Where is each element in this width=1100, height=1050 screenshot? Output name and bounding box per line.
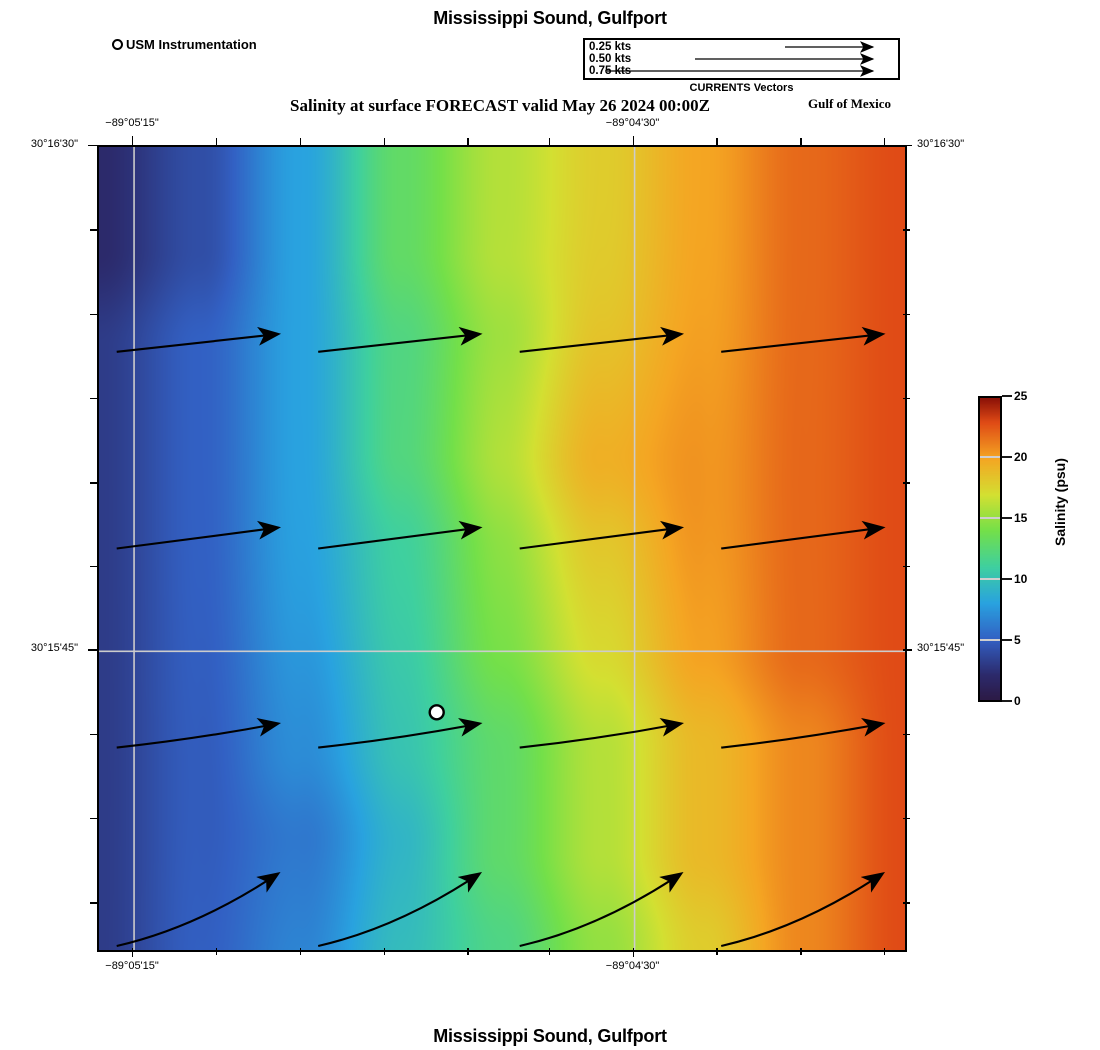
axis-tick: [903, 313, 910, 316]
usm-instrumentation-legend: USM Instrumentation: [112, 37, 257, 52]
axis-tick: [800, 948, 802, 955]
current-vector-arrow: [519, 520, 685, 550]
current-vector-arrow: [116, 520, 282, 550]
axis-tick: [90, 817, 97, 820]
axis-tick: [90, 313, 97, 316]
current-vector-arrow: [720, 871, 886, 948]
current-vector-arrow: [721, 520, 886, 550]
map-arrow-group: [116, 326, 886, 948]
axis-tick: [90, 565, 97, 568]
station-circle-icon: [112, 39, 123, 50]
colorbar-title: Salinity (psu): [1052, 458, 1068, 546]
axis-tick: [132, 948, 134, 957]
axis-tick: [884, 948, 886, 955]
axis-tick: [903, 565, 910, 568]
region-label: Gulf of Mexico: [808, 96, 892, 111]
colorbar-tick-label-1: 5: [1014, 633, 1021, 647]
colorbar-tick-label-2: 10: [1014, 572, 1028, 586]
lon-label-bottom-1: −89°04'30": [605, 960, 660, 972]
current-vector-arrow: [519, 718, 684, 749]
axis-tick: [903, 817, 910, 820]
axis-tick: [903, 482, 910, 484]
current-vector-arrow: [318, 718, 483, 749]
axis-tick: [383, 948, 385, 955]
axis-tick: [903, 145, 912, 147]
current-vector-arrow: [116, 871, 281, 948]
colorbar-ticks: [980, 395, 1012, 702]
axis-tick: [716, 948, 718, 955]
page-title: Mississippi Sound, Gulfport: [433, 8, 667, 28]
axis-tick: [90, 733, 97, 735]
current-vector-arrow: [318, 520, 483, 550]
axis-tick: [800, 138, 802, 145]
axis-tick: [548, 948, 551, 955]
lon-label-bottom-0: −89°05'15": [105, 960, 159, 972]
axis-tick: [467, 948, 469, 955]
axis-tick: [90, 902, 97, 904]
colorbar-gradient: [978, 396, 1002, 702]
colorbar-tick-label-4: 20: [1014, 450, 1028, 464]
forecast-subtitle: Salinity at surface FORECAST valid May 2…: [290, 96, 710, 115]
axis-tick: [88, 145, 97, 147]
salinity-map[interactable]: [97, 145, 907, 952]
colorbar-tick-label-3: 15: [1014, 511, 1028, 525]
axis-tick: [88, 649, 97, 651]
lat-label-left-1: 30°15'45": [30, 642, 78, 655]
map-gridlines: [99, 147, 905, 950]
axis-tick: [467, 138, 469, 145]
currents-vector-legend: 0.25 kts 0.50 kts 0.75 kts: [583, 38, 900, 80]
currents-legend-caption: CURRENTS Vectors: [689, 82, 794, 94]
colorbar-tick-label-5: 25: [1014, 389, 1028, 403]
current-vector-arrow: [721, 718, 886, 749]
currents-legend-label-1: 0.50 kts: [589, 53, 632, 65]
axis-tick: [903, 733, 910, 735]
current-vector-arrow: [721, 326, 886, 353]
lat-label-right-0: 30°16'30": [917, 138, 965, 150]
axis-tick: [215, 138, 218, 145]
axis-tick: [90, 229, 97, 231]
axis-tick: [90, 482, 97, 484]
lat-label-left-0: 30°16'30": [30, 138, 78, 150]
current-vector-arrow: [519, 326, 685, 353]
current-vector-arrow: [317, 871, 483, 948]
colorbar-tick-label-0: 0: [1014, 694, 1021, 708]
usm-instrumentation-label: USM Instrumentation: [126, 37, 257, 52]
axis-tick: [903, 397, 910, 400]
salinity-heatmap-canvas: [99, 147, 905, 950]
axis-tick: [903, 229, 910, 231]
axis-tick: [215, 948, 218, 955]
usm-station-marker[interactable]: [428, 704, 445, 721]
axis-tick: [903, 902, 910, 904]
lon-label-top-1: −89°04'30": [605, 117, 660, 129]
lat-label-right-1: 30°15'45": [917, 642, 965, 655]
current-vector-arrow: [116, 326, 282, 353]
axis-tick: [884, 138, 886, 145]
axis-tick: [548, 138, 551, 145]
axis-tick: [903, 649, 912, 651]
axis-tick: [132, 136, 134, 145]
axis-tick: [632, 948, 634, 957]
axis-tick: [383, 138, 385, 145]
axis-tick: [299, 948, 302, 955]
current-vector-arrow: [116, 718, 281, 749]
axis-tick: [299, 138, 302, 145]
axis-tick: [90, 397, 97, 400]
footer-title: Mississippi Sound, Gulfport: [433, 1026, 667, 1046]
current-vector-arrow: [318, 326, 483, 353]
currents-legend-label-0: 0.25 kts: [589, 41, 632, 53]
lon-label-top-0: −89°05'15": [105, 117, 159, 129]
currents-legend-label-2: 0.75 kts: [589, 65, 632, 77]
currents-legend-arrows: [605, 41, 875, 77]
current-vector-arrow: [519, 871, 684, 948]
axis-tick: [632, 136, 634, 145]
current-vectors-overlay: [99, 147, 905, 950]
axis-tick: [716, 138, 718, 145]
